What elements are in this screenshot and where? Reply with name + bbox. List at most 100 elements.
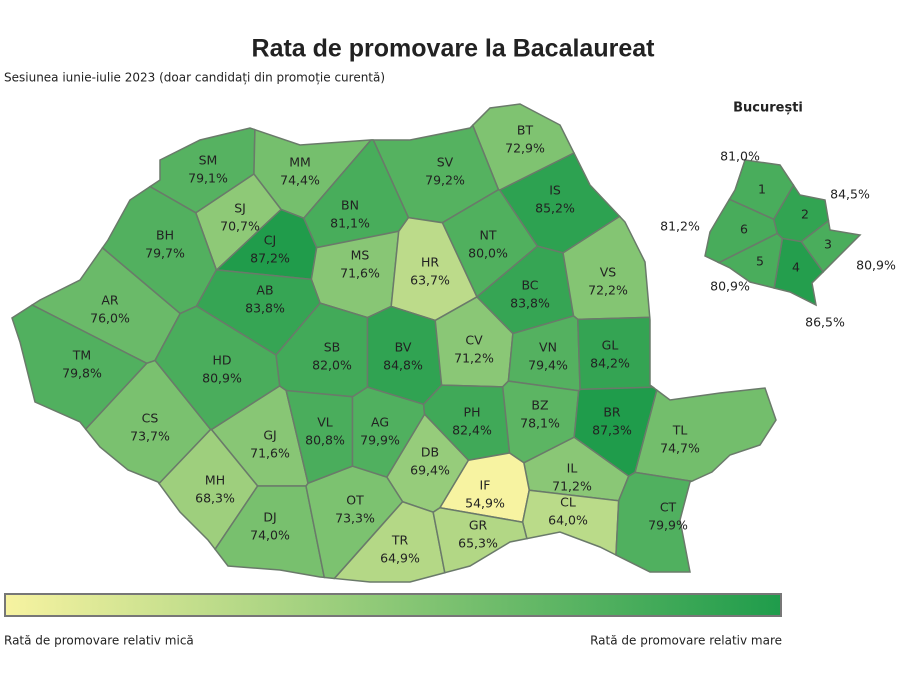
sector-value: 81,0% [720,149,760,164]
sector-code: 4 [792,260,800,275]
county-value: 78,1% [520,416,560,431]
county-value: 68,3% [195,491,235,506]
title: Rata de promovare la Bacalaureat [252,35,656,63]
county-value: 84,8% [383,358,423,373]
county [305,465,404,580]
county-code: SM [199,153,218,168]
sector-code: 3 [824,237,832,252]
county [366,305,443,406]
sector-code: 6 [740,222,748,237]
subtitle: Sesiunea iunie-iulie 2023 (doar candidaț… [4,71,385,85]
county-value: 64,9% [380,551,420,566]
county-value: 63,7% [410,273,450,288]
sector-value: 81,2% [660,219,700,234]
county-value: 87,2% [250,251,290,266]
county-code: IS [549,183,561,198]
county-value: 73,7% [130,429,170,444]
county-value: 71,6% [250,446,290,461]
sector [704,198,779,264]
county-value: 84,2% [590,356,630,371]
county-code: AB [256,283,273,298]
county-code: GL [602,338,619,353]
county-value: 79,9% [648,518,688,533]
county-code: NT [480,228,497,243]
county-code: MS [351,248,370,263]
county-code: CS [142,411,159,426]
county-value: 79,2% [425,173,465,188]
county-value: 70,7% [220,219,260,234]
county-code: HD [212,353,231,368]
county-value: 71,2% [454,351,494,366]
county-value: 73,3% [335,511,375,526]
county-value: 71,2% [552,479,592,494]
sector-value: 84,5% [830,187,870,202]
sector-code: 1 [758,182,766,197]
counties: BT 72,9% SM 79,1% MM 74,4% SV 79,2% SJ 70,7% BN 81,… [11,103,777,583]
county-code: SV [437,155,454,170]
county [158,428,259,551]
county [634,387,777,483]
county-code: CJ [264,233,276,248]
sector-value: 80,9% [710,279,750,294]
bucharest-title: București [733,101,803,116]
county-value: 80,8% [305,433,345,448]
county-code: SJ [234,201,246,216]
sector-code: 5 [756,254,764,269]
county-code: DJ [263,510,276,525]
county-value: 85,2% [535,201,575,216]
county-value: 80,0% [468,246,508,261]
county-code: VN [539,340,557,355]
county-code: CV [465,333,483,348]
county-code: PH [464,405,481,420]
county-value: 79,7% [145,246,185,261]
county [577,316,656,391]
county-value: 69,4% [410,463,450,478]
county-value: 79,8% [62,366,102,381]
county-code: VS [600,265,617,280]
county-value: 87,3% [592,423,632,438]
county-value: 79,1% [188,171,228,186]
legend-low: Rată de promovare relativ mică [4,634,194,648]
county-code: TM [72,348,91,363]
sector-value: 86,5% [805,315,845,330]
county-code: HR [421,255,439,270]
county-code: CT [660,500,677,515]
county-code: CL [560,495,576,510]
county-code: IF [480,478,491,493]
county-code: BT [517,123,534,138]
county-code: GJ [263,428,276,443]
county-code: OT [346,493,364,508]
county-code: TR [391,533,409,548]
county-code: VL [317,415,333,430]
county-code: AR [101,293,119,308]
county-value: 79,4% [528,358,568,373]
legend-high: Rată de promovare relativ mare [590,634,782,648]
county [11,304,148,431]
county-value: 76,0% [90,311,130,326]
sector [773,237,825,307]
county-value: 74,7% [660,441,700,456]
bucharest-sectors: 1 81,0% 2 84,5% 3 80,9% 4 86,5% 5 80,9% 6 81,2% [660,149,896,330]
county-value: 81,1% [330,216,370,231]
county-value: 72,2% [588,283,628,298]
county-value: 65,3% [458,536,498,551]
county-code: BH [156,228,174,243]
county-code: TL [672,423,688,438]
county-value: 79,9% [360,433,400,448]
county-value: 83,8% [510,296,550,311]
county-value: 64,0% [548,513,588,528]
county-code: SB [324,340,341,355]
county-code: BN [341,198,359,213]
county-value: 54,9% [465,496,505,511]
county-code: DB [421,445,439,460]
county-value: 82,0% [312,358,352,373]
county [432,506,528,574]
county-code: BR [603,405,621,420]
county-value: 71,6% [340,266,380,281]
county-code: BC [521,278,538,293]
county-code: BZ [531,398,548,413]
county-code: GR [469,518,488,533]
county-code: IL [567,461,578,476]
county-value: 80,9% [202,371,242,386]
